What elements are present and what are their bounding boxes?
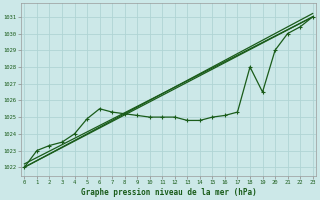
X-axis label: Graphe pression niveau de la mer (hPa): Graphe pression niveau de la mer (hPa) (81, 188, 256, 197)
